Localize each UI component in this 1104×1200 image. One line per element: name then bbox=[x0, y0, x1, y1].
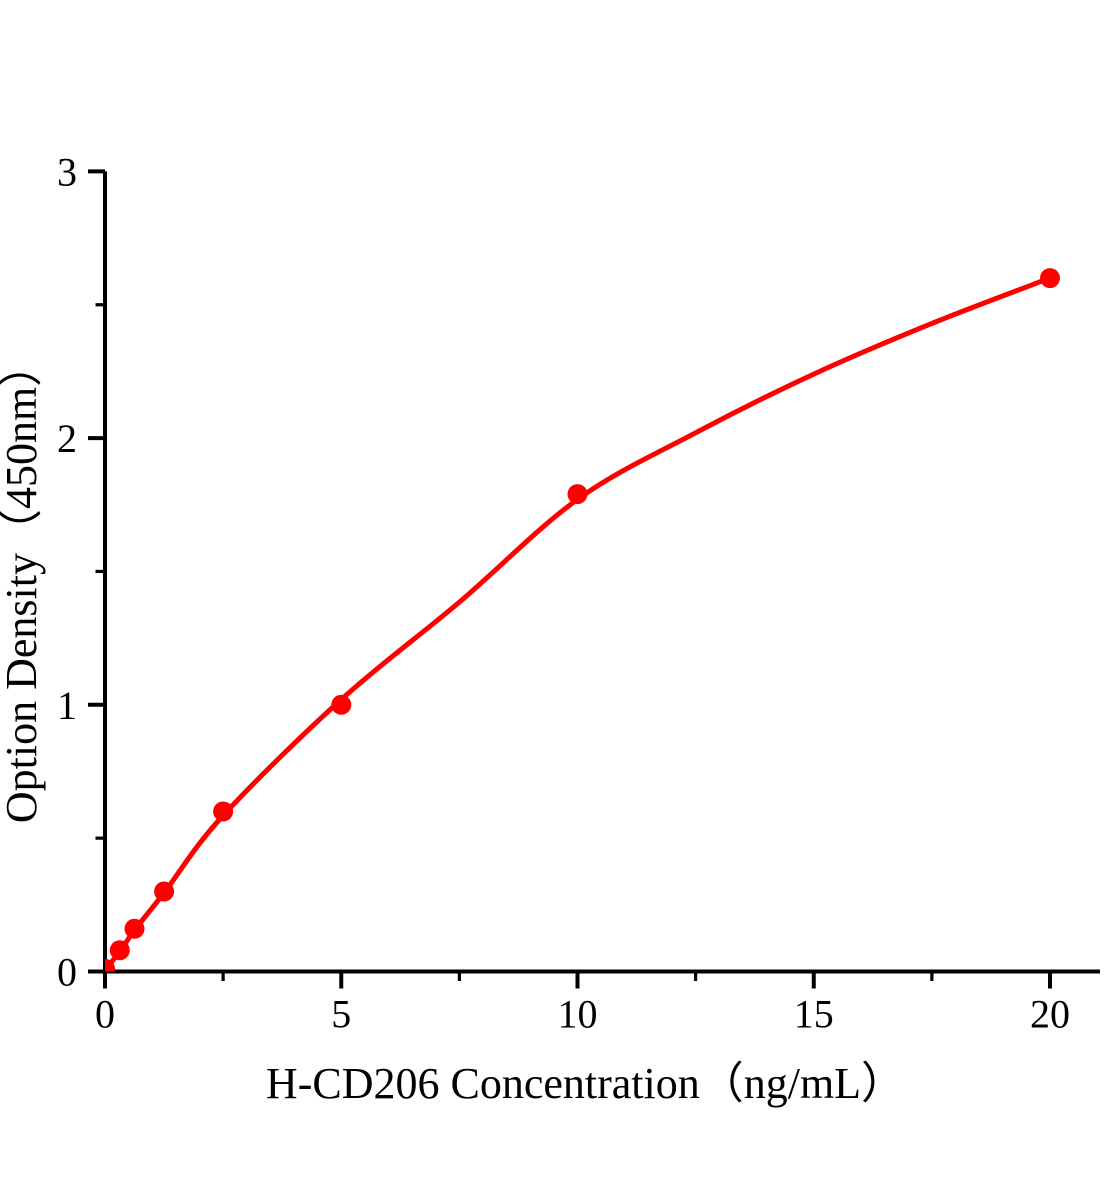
x-tick-label: 10 bbox=[558, 992, 598, 1037]
x-axis-title: H-CD206 Concentration（ng/mL） bbox=[266, 1059, 905, 1108]
y-tick-label: 2 bbox=[57, 416, 77, 461]
x-tick-label: 20 bbox=[1030, 992, 1070, 1037]
data-point-marker bbox=[154, 881, 175, 902]
data-point-marker bbox=[105, 958, 115, 972]
fit-curve bbox=[105, 275, 1053, 972]
data-point-marker bbox=[213, 801, 234, 822]
series-h-cd206-standard-curve bbox=[105, 268, 1060, 972]
data-point-marker bbox=[109, 940, 130, 961]
axes bbox=[88, 169, 1100, 989]
x-tick-label: 0 bbox=[95, 992, 115, 1037]
data-point-marker bbox=[1040, 268, 1060, 289]
y-tick-label: 3 bbox=[57, 149, 77, 194]
data-point-marker bbox=[124, 918, 145, 939]
tick-labels: 0 5 10 15 20 0 1 2 3 bbox=[57, 149, 1070, 1036]
y-axis-title: Option Density（450nm） bbox=[0, 343, 46, 823]
data-point-marker bbox=[331, 694, 352, 715]
x-tick-label: 5 bbox=[331, 992, 351, 1037]
y-tick-label: 0 bbox=[57, 950, 77, 995]
x-tick-label: 15 bbox=[794, 992, 834, 1037]
data-point-marker bbox=[567, 484, 588, 505]
y-tick-label: 1 bbox=[57, 683, 77, 728]
